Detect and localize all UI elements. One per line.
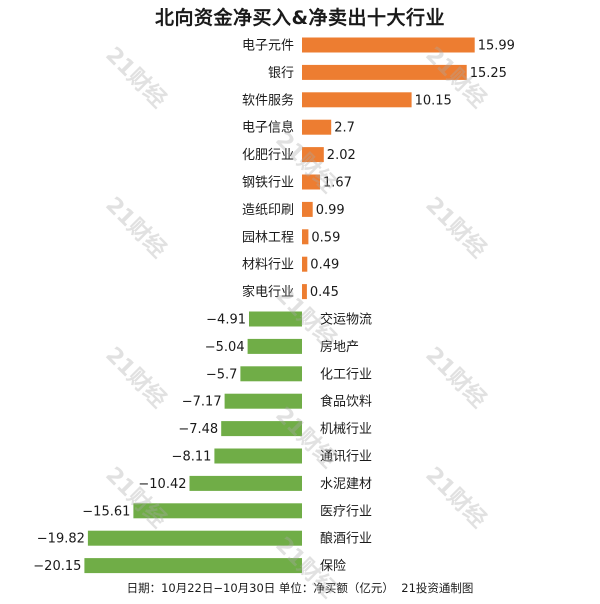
value-label: 15.99 bbox=[478, 39, 515, 54]
value-label: 1.67 bbox=[323, 176, 352, 191]
category-label: 保险 bbox=[320, 559, 346, 574]
category-label: 家电行业 bbox=[242, 284, 294, 300]
bar-电子元件 bbox=[302, 37, 475, 53]
footer-date-unit: 日期：10月22日−10月30日 单位：净买额（亿元） bbox=[126, 581, 394, 595]
value-label: −10.42 bbox=[138, 477, 186, 492]
value-label: −20.15 bbox=[33, 559, 81, 574]
value-label: 0.99 bbox=[316, 203, 345, 218]
value-label: −4.91 bbox=[206, 313, 246, 328]
category-label: 水泥建材 bbox=[320, 477, 372, 492]
category-label: 园林工程 bbox=[242, 230, 294, 245]
bar-房地产 bbox=[247, 338, 302, 354]
value-label: 10.15 bbox=[415, 93, 452, 108]
footer-source: 21投资通制图 bbox=[401, 581, 474, 595]
category-label: 电子信息 bbox=[242, 120, 294, 136]
bar-食品饮料 bbox=[224, 393, 302, 409]
value-label: −5.04 bbox=[205, 340, 245, 355]
category-label: 机械行业 bbox=[320, 422, 372, 437]
value-label: −8.11 bbox=[172, 450, 212, 465]
value-label: 0.49 bbox=[310, 258, 339, 273]
value-label: 15.25 bbox=[470, 66, 507, 81]
category-label: 造纸印刷 bbox=[242, 203, 294, 218]
bar-保险 bbox=[84, 558, 303, 574]
bar-通讯行业 bbox=[214, 448, 302, 464]
value-label: −7.17 bbox=[182, 395, 222, 410]
value-label: −7.48 bbox=[178, 422, 218, 437]
value-label: −5.7 bbox=[206, 367, 238, 382]
value-label: −19.82 bbox=[37, 532, 85, 547]
bar-化工行业 bbox=[240, 366, 302, 382]
value-label: 2.02 bbox=[327, 148, 356, 163]
category-label: 银行 bbox=[268, 66, 294, 81]
category-label: 房地产 bbox=[320, 339, 359, 355]
category-label: 酿酒行业 bbox=[320, 531, 372, 547]
category-label: 材料行业 bbox=[242, 258, 294, 273]
bar-材料行业 bbox=[302, 256, 308, 272]
bar-软件服务 bbox=[302, 92, 412, 108]
bar-园林工程 bbox=[302, 229, 309, 245]
bar-医疗行业 bbox=[133, 503, 302, 519]
category-label: 通讯行业 bbox=[320, 450, 372, 465]
bar-交运物流 bbox=[249, 311, 302, 327]
value-label: 2.7 bbox=[334, 121, 355, 136]
bar-化肥行业 bbox=[302, 147, 324, 163]
value-label: −15.61 bbox=[82, 504, 130, 519]
bar-电子信息 bbox=[302, 119, 332, 135]
chart-title: 北向资金净买入&净卖出十大行业 bbox=[154, 7, 446, 29]
category-label: 医疗行业 bbox=[320, 504, 372, 519]
bar-造纸印刷 bbox=[302, 201, 313, 217]
bar-银行 bbox=[302, 64, 467, 80]
chart-footer: 日期：10月22日−10月30日 单位：净买额（亿元） 21投资通制图 bbox=[0, 580, 600, 596]
bar-家电行业 bbox=[302, 284, 307, 300]
bar-机械行业 bbox=[221, 421, 302, 437]
value-label: 0.59 bbox=[311, 230, 340, 245]
category-label: 食品饮料 bbox=[320, 394, 372, 410]
bar-钢铁行业 bbox=[302, 174, 320, 190]
category-label: 化工行业 bbox=[320, 367, 372, 382]
value-label: 0.45 bbox=[310, 285, 339, 300]
category-label: 化肥行业 bbox=[242, 148, 294, 163]
bar-酿酒行业 bbox=[87, 530, 303, 546]
category-label: 交运物流 bbox=[320, 312, 372, 328]
bar-水泥建材 bbox=[189, 475, 302, 491]
category-label: 钢铁行业 bbox=[242, 176, 294, 191]
category-label: 电子元件 bbox=[242, 39, 294, 54]
category-label: 软件服务 bbox=[242, 92, 294, 108]
